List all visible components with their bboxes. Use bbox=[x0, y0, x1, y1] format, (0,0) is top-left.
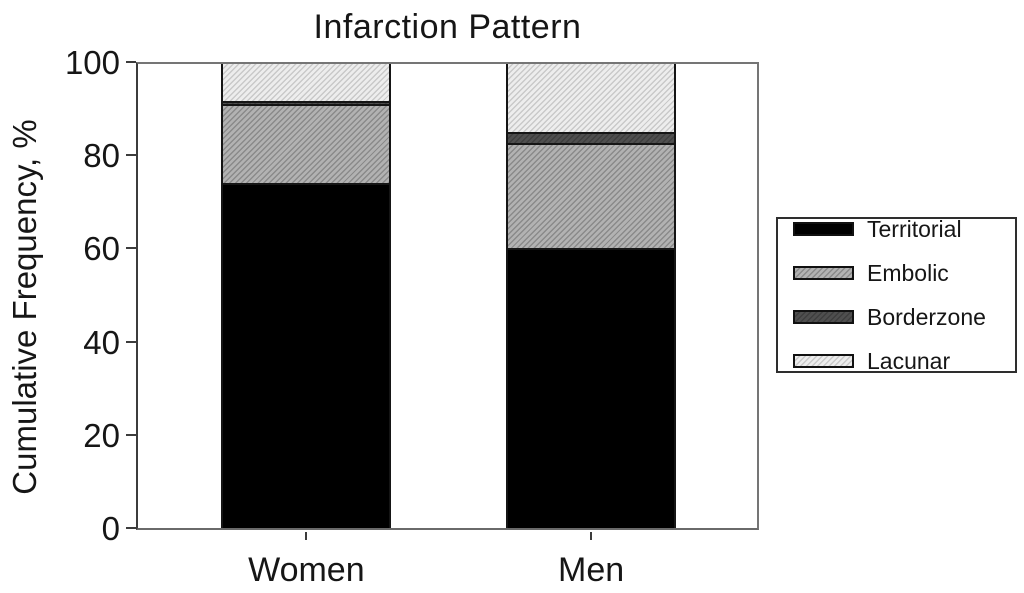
x-tick-mark-men bbox=[590, 532, 593, 540]
legend-box: Territorial Embolic Borderzone Lacunar bbox=[776, 216, 1017, 375]
legend-item-territorial: Territorial bbox=[793, 216, 1015, 243]
chart-title: Infarction Pattern bbox=[313, 8, 582, 46]
y-tick-mark-20 bbox=[126, 433, 136, 436]
y-tick-mark-80 bbox=[126, 154, 136, 157]
legend-label-borderzone: Borderzone bbox=[867, 303, 986, 330]
legend-label-embolic: Embolic bbox=[867, 259, 949, 286]
y-tick-mark-100 bbox=[126, 61, 136, 63]
plot-area bbox=[136, 62, 759, 530]
y-tick-label-80: 80 bbox=[83, 137, 120, 175]
y-tick-label-20: 20 bbox=[83, 416, 120, 454]
x-tick-mark-women bbox=[305, 532, 308, 540]
legend-label-lacunar: Lacunar bbox=[867, 347, 951, 374]
segment-women-embolic bbox=[223, 105, 390, 185]
legend-item-borderzone: Borderzone bbox=[793, 304, 1015, 331]
segment-men-lacunar bbox=[508, 64, 675, 134]
legend-item-lacunar: Lacunar bbox=[793, 348, 1015, 375]
y-tick-mark-60 bbox=[126, 247, 136, 250]
legend-swatch-borderzone bbox=[793, 310, 854, 324]
bar-men bbox=[506, 64, 677, 528]
y-tick-label-40: 40 bbox=[83, 323, 120, 361]
segment-women-borderzone bbox=[223, 103, 390, 106]
segment-men-embolic bbox=[508, 145, 675, 250]
y-tick-label-60: 60 bbox=[83, 230, 120, 268]
legend-swatch-embolic bbox=[793, 266, 854, 280]
legend-item-embolic: Embolic bbox=[793, 260, 1015, 287]
bar-women bbox=[221, 64, 392, 528]
y-tick-label-0: 0 bbox=[101, 510, 120, 547]
segment-men-borderzone bbox=[508, 133, 675, 146]
segment-men-territorial bbox=[508, 249, 675, 528]
y-tick-mark-0 bbox=[126, 527, 136, 529]
legend-swatch-lacunar bbox=[793, 354, 854, 368]
legend-swatch-territorial bbox=[793, 222, 854, 236]
segment-women-territorial bbox=[223, 184, 390, 528]
x-tick-label-men: Men bbox=[558, 551, 625, 589]
y-tick-mark-40 bbox=[126, 340, 136, 343]
y-tick-label-100: 100 bbox=[64, 44, 120, 81]
legend-label-territorial: Territorial bbox=[867, 215, 962, 242]
segment-women-lacunar bbox=[223, 64, 390, 104]
x-tick-label-women: Women bbox=[248, 551, 365, 589]
